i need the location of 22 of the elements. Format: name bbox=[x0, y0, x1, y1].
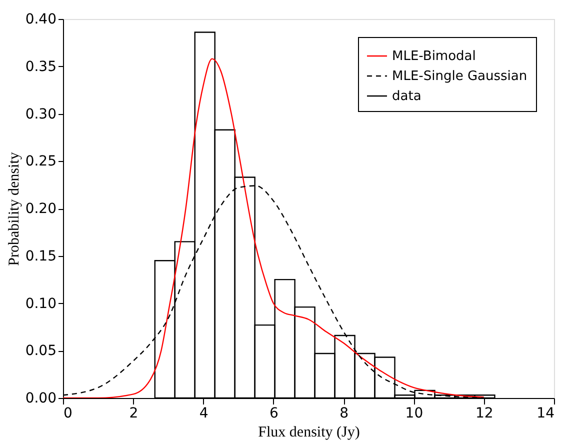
y-tick-label: 0.00 bbox=[25, 390, 56, 406]
y-tick-label: 0.10 bbox=[25, 296, 56, 312]
y-tick-label: 0.25 bbox=[25, 154, 56, 170]
x-tick-label: 14 bbox=[536, 406, 555, 422]
x-tick-label: 2 bbox=[129, 406, 138, 422]
y-tick-label: 0.05 bbox=[25, 343, 56, 360]
x-tick-label: 10 bbox=[405, 406, 424, 422]
y-tick-label: 0.30 bbox=[25, 106, 56, 122]
y-tick-label: 0.20 bbox=[25, 201, 56, 217]
y-axis-title: Probability density bbox=[6, 152, 22, 266]
y-tick-label: 0.40 bbox=[25, 12, 56, 28]
x-tick-label: 6 bbox=[269, 406, 278, 422]
legend-label: MLE-Bimodal bbox=[392, 49, 476, 64]
x-tick-label: 8 bbox=[340, 406, 349, 422]
x-tick-label: 12 bbox=[475, 406, 494, 422]
y-tick-label: 0.15 bbox=[25, 248, 56, 264]
x-tick-label: 4 bbox=[199, 406, 208, 422]
x-axis-title: Flux density (Jy) bbox=[258, 424, 360, 440]
x-tick-label: 0 bbox=[64, 406, 72, 422]
legend-label: data bbox=[392, 89, 422, 104]
legend-label: MLE-Single Gaussian bbox=[392, 69, 528, 84]
y-tick-label: 0.35 bbox=[25, 58, 56, 75]
